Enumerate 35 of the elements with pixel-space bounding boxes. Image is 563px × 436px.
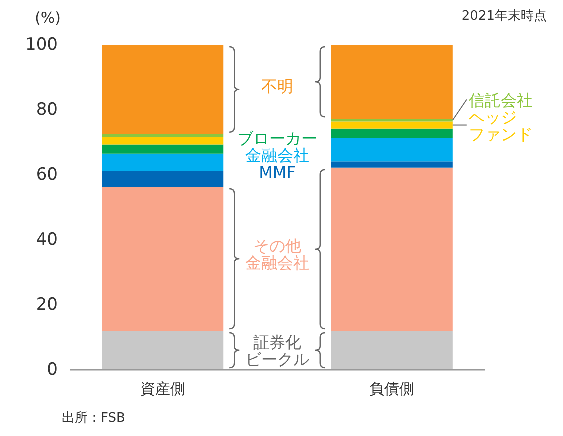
text: MMF [259,162,296,182]
bar [102,45,224,134]
series-label: その他金融会社 [246,236,310,272]
y-tick-label: 20 [36,295,58,315]
bar [102,134,224,138]
y-axis-title: (%) [35,9,61,27]
bar [331,138,453,162]
bar [331,119,453,122]
y-tick-label: 80 [36,100,58,120]
text: 出所：FSB [62,411,126,426]
x-tick-label: 資産側 [140,380,186,398]
bar [102,187,224,331]
series-label: ヘッジファンド [468,107,533,144]
bar [331,122,453,129]
bar [331,45,453,120]
bar [102,137,224,145]
bar [102,331,224,370]
y-tick-label: 60 [36,165,58,185]
bar [331,162,453,168]
bar [331,128,453,138]
series-label: ブローカー [238,128,318,148]
series-label: 金融会社 [246,145,310,164]
x-tick-label: 負債側 [370,380,415,398]
bar [102,154,224,172]
bar [102,171,224,188]
series-label: 証券化ビークル [246,332,310,368]
y-tick-label: 100 [26,35,58,55]
chart-subtitle: 2021年末時点 [462,9,547,24]
series-label: 信託会社 [468,90,533,110]
y-tick-label: 0 [47,360,58,380]
bar [102,144,224,154]
y-tick-label: 40 [36,230,58,250]
text: 不明 [262,76,294,96]
bar [331,168,453,331]
bar [331,331,453,370]
